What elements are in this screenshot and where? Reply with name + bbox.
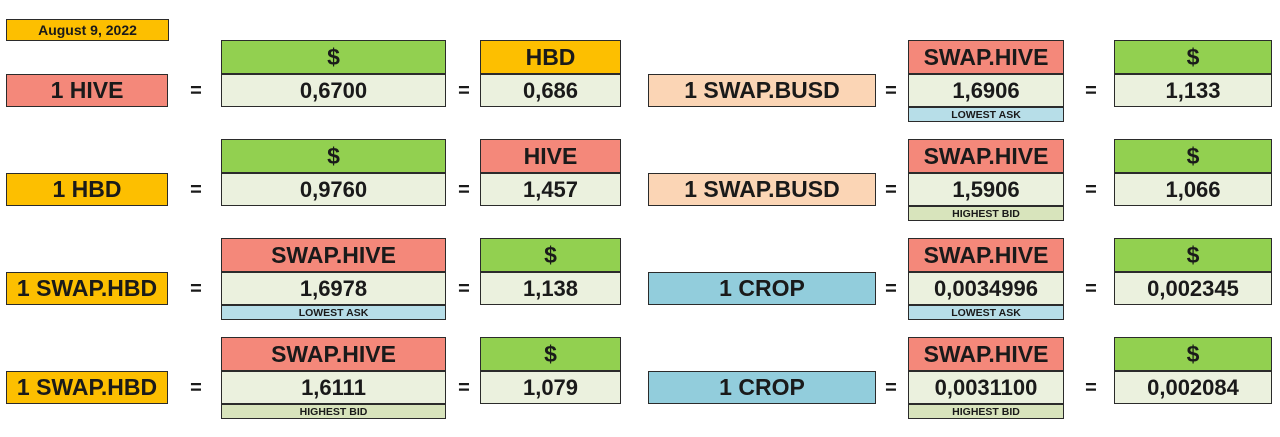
row3-left-price-note: LOWEST ASK — [221, 305, 446, 320]
row4-right-value2: 0,002084 — [1114, 371, 1272, 404]
row3-left-value1: 1,6978 — [221, 272, 446, 305]
equals-sign: = — [458, 377, 470, 399]
equals-sign: = — [190, 278, 202, 300]
row2-right-currency2: $ — [1114, 139, 1272, 173]
row4-left-price-note: HIGHEST BID — [221, 404, 446, 419]
row1-left-value1: 0,6700 — [221, 74, 446, 107]
equals-sign: = — [885, 377, 897, 399]
row2-left-value2: 1,457 — [480, 173, 621, 206]
row4-right-price-note: HIGHEST BID — [908, 404, 1064, 419]
equals-sign: = — [885, 179, 897, 201]
equals-sign: = — [1085, 179, 1097, 201]
row2-left-value1: 0,9760 — [221, 173, 446, 206]
row1-right-currency1: SWAP.HIVE — [908, 40, 1064, 74]
row1-left-value2: 0,686 — [480, 74, 621, 107]
row2-right-value1: 1,5906 — [908, 173, 1064, 206]
row4-right-label: 1 CROP — [648, 371, 876, 404]
row4-left-label: 1 SWAP.HBD — [6, 371, 168, 404]
row1-left-currency2: HBD — [480, 40, 621, 74]
equals-sign: = — [885, 80, 897, 102]
row3-right-value2: 0,002345 — [1114, 272, 1272, 305]
row2-right-currency1: SWAP.HIVE — [908, 139, 1064, 173]
row2-right-value2: 1,066 — [1114, 173, 1272, 206]
equals-sign: = — [458, 80, 470, 102]
equals-sign: = — [1085, 80, 1097, 102]
row3-right-value1: 0,0034996 — [908, 272, 1064, 305]
row3-left-currency2: $ — [480, 238, 621, 272]
row3-right-currency2: $ — [1114, 238, 1272, 272]
row1-right-label: 1 SWAP.BUSD — [648, 74, 876, 107]
row4-left-value2: 1,079 — [480, 371, 621, 404]
equals-sign: = — [885, 278, 897, 300]
row2-right-label: 1 SWAP.BUSD — [648, 173, 876, 206]
row1-left-label: 1 HIVE — [6, 74, 168, 107]
row4-right-value1: 0,0031100 — [908, 371, 1064, 404]
row4-right-currency2: $ — [1114, 337, 1272, 371]
row4-right-currency1: SWAP.HIVE — [908, 337, 1064, 371]
equals-sign: = — [458, 179, 470, 201]
date-label: August 9, 2022 — [6, 19, 169, 41]
equals-sign: = — [190, 179, 202, 201]
equals-sign: = — [1085, 377, 1097, 399]
row2-left-label: 1 HBD — [6, 173, 168, 206]
row3-left-value2: 1,138 — [480, 272, 621, 305]
row1-right-price-note: LOWEST ASK — [908, 107, 1064, 122]
row4-left-currency2: $ — [480, 337, 621, 371]
row1-right-value2: 1,133 — [1114, 74, 1272, 107]
row3-left-label: 1 SWAP.HBD — [6, 272, 168, 305]
row3-right-label: 1 CROP — [648, 272, 876, 305]
row2-right-price-note: HIGHEST BID — [908, 206, 1064, 221]
row2-left-currency1: $ — [221, 139, 446, 173]
row4-left-value1: 1,6111 — [221, 371, 446, 404]
row3-right-currency1: SWAP.HIVE — [908, 238, 1064, 272]
row3-left-currency1: SWAP.HIVE — [221, 238, 446, 272]
equals-sign: = — [458, 278, 470, 300]
equals-sign: = — [1085, 278, 1097, 300]
row2-left-currency2: HIVE — [480, 139, 621, 173]
row3-right-price-note: LOWEST ASK — [908, 305, 1064, 320]
equals-sign: = — [190, 377, 202, 399]
row4-left-currency1: SWAP.HIVE — [221, 337, 446, 371]
row1-left-currency1: $ — [221, 40, 446, 74]
equals-sign: = — [190, 80, 202, 102]
row1-right-value1: 1,6906 — [908, 74, 1064, 107]
row1-right-currency2: $ — [1114, 40, 1272, 74]
